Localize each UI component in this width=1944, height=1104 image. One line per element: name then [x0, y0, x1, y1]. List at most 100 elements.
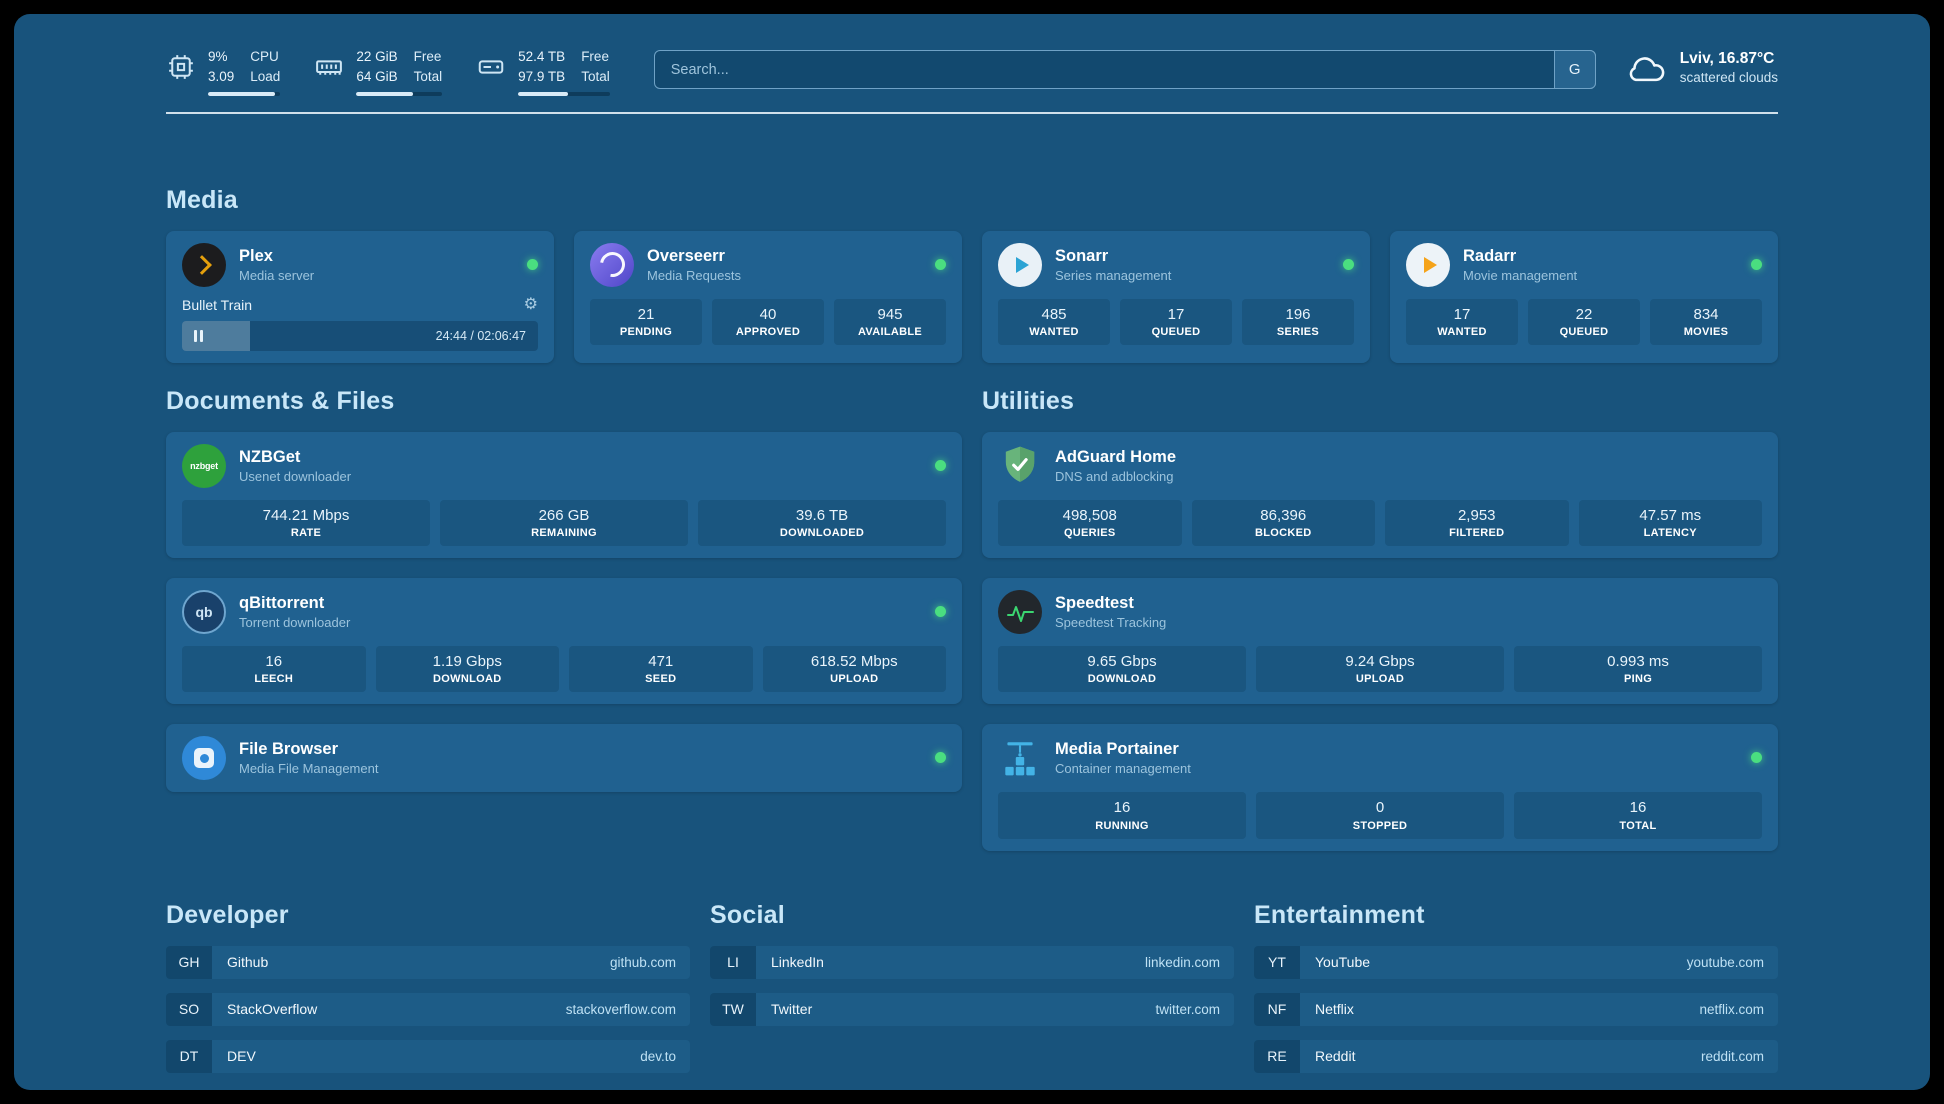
stats-row: 498,508 QUERIES 86,396 BLOCKED 2,953 FIL… — [998, 499, 1762, 547]
service-subtitle: Media server — [239, 267, 315, 283]
card-head: Radarr Movie management — [1406, 242, 1762, 287]
card-titles: NZBGet Usenet downloader — [239, 448, 351, 484]
section-media: Media Plex Media server Bullet Train — [166, 186, 1778, 363]
memory-meter — [356, 91, 443, 96]
stats-row: 9.65 Gbps DOWNLOAD 9.24 Gbps UPLOAD 0.99… — [998, 646, 1762, 693]
topbar-divider — [166, 111, 1778, 114]
link-domain: linkedin.com — [1144, 954, 1220, 970]
stat-value: 39.6 TB — [795, 506, 849, 524]
stat-box: 9.24 Gbps UPLOAD — [1256, 646, 1504, 693]
section-middle: Documents & Files nzbget NZBGet Usenet d… — [166, 387, 1778, 871]
section-title-documents: Documents & Files — [166, 386, 395, 415]
playback-progress-bar[interactable]: 24:44 / 02:06:47 — [182, 320, 538, 351]
service-card-nzbget[interactable]: nzbget NZBGet Usenet downloader 744.21 M… — [166, 431, 962, 559]
link-netflix[interactable]: NF Netflix netflix.com — [1254, 992, 1778, 1026]
stat-box: 17 WANTED — [1406, 298, 1518, 346]
service-subtitle: Speedtest Tracking — [1055, 615, 1167, 631]
stat-label: STOPPED — [1352, 819, 1408, 832]
service-card-radarr[interactable]: Radarr Movie management 17 WANTED 22 QUE… — [1390, 230, 1778, 363]
stat-box: 0.993 ms PING — [1514, 646, 1762, 693]
link-name: Netflix — [1315, 1001, 1354, 1018]
service-card-portainer[interactable]: Media Portainer Container management 16 … — [982, 724, 1778, 851]
service-name: Sonarr — [1055, 246, 1109, 265]
pulse-line-icon — [1006, 605, 1034, 622]
service-card-adguard[interactable]: AdGuard Home DNS and adblocking 498,508 … — [982, 431, 1778, 559]
service-card-sonarr[interactable]: Sonarr Series management 485 WANTED 17 Q… — [982, 230, 1370, 363]
card-titles: Speedtest Speedtest Tracking — [1055, 594, 1166, 630]
memory-usage-values: 22 GiB Free 64 GiB Total — [356, 48, 442, 87]
column-utilities: Utilities AdGuard Home — [982, 387, 1778, 871]
status-dot — [935, 606, 946, 618]
dev-to-icon: DT — [166, 1039, 212, 1073]
media-card-grid: Plex Media server Bullet Train 24:44 / 0… — [166, 230, 1778, 363]
stat-value: 618.52 Mbps — [810, 653, 898, 671]
stat-value: 196 — [1285, 305, 1311, 323]
stat-value: 86,396 — [1260, 506, 1307, 524]
settings-gear-icon[interactable] — [524, 297, 538, 313]
playback-time: 24:44 / 02:06:47 — [435, 328, 526, 343]
stat-box: 86,396 BLOCKED — [1191, 499, 1375, 547]
cpu-load-value: 3.09 — [208, 68, 235, 84]
link-domain: github.com — [609, 954, 676, 970]
pause-icon[interactable] — [194, 329, 203, 342]
service-name: qBittorrent — [239, 594, 325, 613]
status-dot — [935, 752, 946, 764]
service-subtitle: Media Requests — [647, 267, 741, 283]
service-card-qbittorrent[interactable]: qb qBittorrent Torrent downloader 16 LEE… — [166, 578, 962, 705]
service-card-speedtest[interactable]: Speedtest Speedtest Tracking 9.65 Gbps D… — [982, 578, 1778, 705]
cpu-load-label: Load — [250, 68, 281, 84]
service-subtitle: Torrent downloader — [239, 615, 351, 631]
card-titles: Overseerr Media Requests — [647, 247, 741, 283]
link-name: Github — [227, 954, 269, 971]
memory-usage-body: 22 GiB Free 64 GiB Total — [356, 48, 443, 96]
link-dev-to[interactable]: DT DEV dev.to — [166, 1039, 690, 1073]
dashboard-panel: 9% CPU 3.09 Load 22 Gi — [14, 14, 1930, 1090]
stats-row: 485 WANTED 17 QUEUED 196 SERIES — [998, 298, 1354, 346]
disk-usage-body: 52.4 TB Free 97.9 TB Total — [518, 48, 610, 96]
stat-value: 471 — [648, 653, 674, 671]
stats-row: 16 LEECH 1.19 Gbps DOWNLOAD 471 SEED 6 — [182, 646, 946, 693]
stat-value: 9.24 Gbps — [1345, 653, 1415, 671]
github-icon: GH — [166, 945, 212, 979]
link-youtube[interactable]: YT YouTube youtube.com — [1254, 945, 1778, 979]
cpu-icon — [169, 55, 193, 79]
stat-value: 17 — [1453, 305, 1471, 323]
stat-box: 0 STOPPED — [1256, 792, 1504, 839]
search-input[interactable] — [653, 50, 1596, 89]
stat-label: QUEUED — [1559, 326, 1609, 339]
portainer-icon — [998, 736, 1042, 780]
twitter-icon: TW — [710, 992, 756, 1026]
service-card-filebrowser[interactable]: File Browser Media File Management — [166, 724, 962, 793]
stat-label: LEECH — [254, 673, 294, 686]
section-title-utilities: Utilities — [982, 386, 1075, 415]
disk-meter-fill — [518, 91, 568, 96]
stat-label: SERIES — [1276, 326, 1320, 339]
stat-label: DOWNLOADED — [779, 527, 865, 540]
search-provider-button[interactable]: G — [1553, 50, 1596, 89]
service-card-plex[interactable]: Plex Media server Bullet Train 24:44 / 0… — [166, 230, 554, 363]
weather-location: Lviv, 16.87°C — [1679, 50, 1775, 67]
overseerr-icon — [590, 242, 634, 287]
memory-free-label: Free — [413, 49, 442, 64]
link-name: Reddit — [1315, 1048, 1356, 1065]
link-reddit[interactable]: RE Reddit reddit.com — [1254, 1039, 1778, 1073]
stat-label: PENDING — [619, 326, 673, 339]
stat-value: 47.57 ms — [1639, 506, 1702, 524]
link-name: DEV — [227, 1048, 256, 1065]
stat-label: APPROVED — [735, 326, 801, 339]
link-stackoverflow[interactable]: SO StackOverflow stackoverflow.com — [166, 992, 690, 1026]
link-name: LinkedIn — [771, 954, 824, 971]
speedtest-icon — [998, 590, 1042, 635]
link-github[interactable]: GH Github github.com — [166, 945, 690, 979]
stat-value: 1.19 Gbps — [432, 653, 502, 671]
stat-value: 22 — [1575, 305, 1593, 323]
disk-free-value: 52.4 TB — [518, 49, 566, 64]
linkedin-icon: LI — [710, 945, 756, 979]
link-linkedin[interactable]: LI LinkedIn linkedin.com — [710, 945, 1234, 979]
service-name: Overseerr — [647, 246, 725, 265]
overseerr-swirl-icon — [594, 247, 630, 283]
card-head: AdGuard Home DNS and adblocking — [998, 444, 1762, 488]
link-twitter[interactable]: TW Twitter twitter.com — [710, 992, 1234, 1026]
service-card-overseerr[interactable]: Overseerr Media Requests 21 PENDING 40 A… — [574, 230, 962, 363]
card-head: Speedtest Speedtest Tracking — [998, 590, 1762, 635]
